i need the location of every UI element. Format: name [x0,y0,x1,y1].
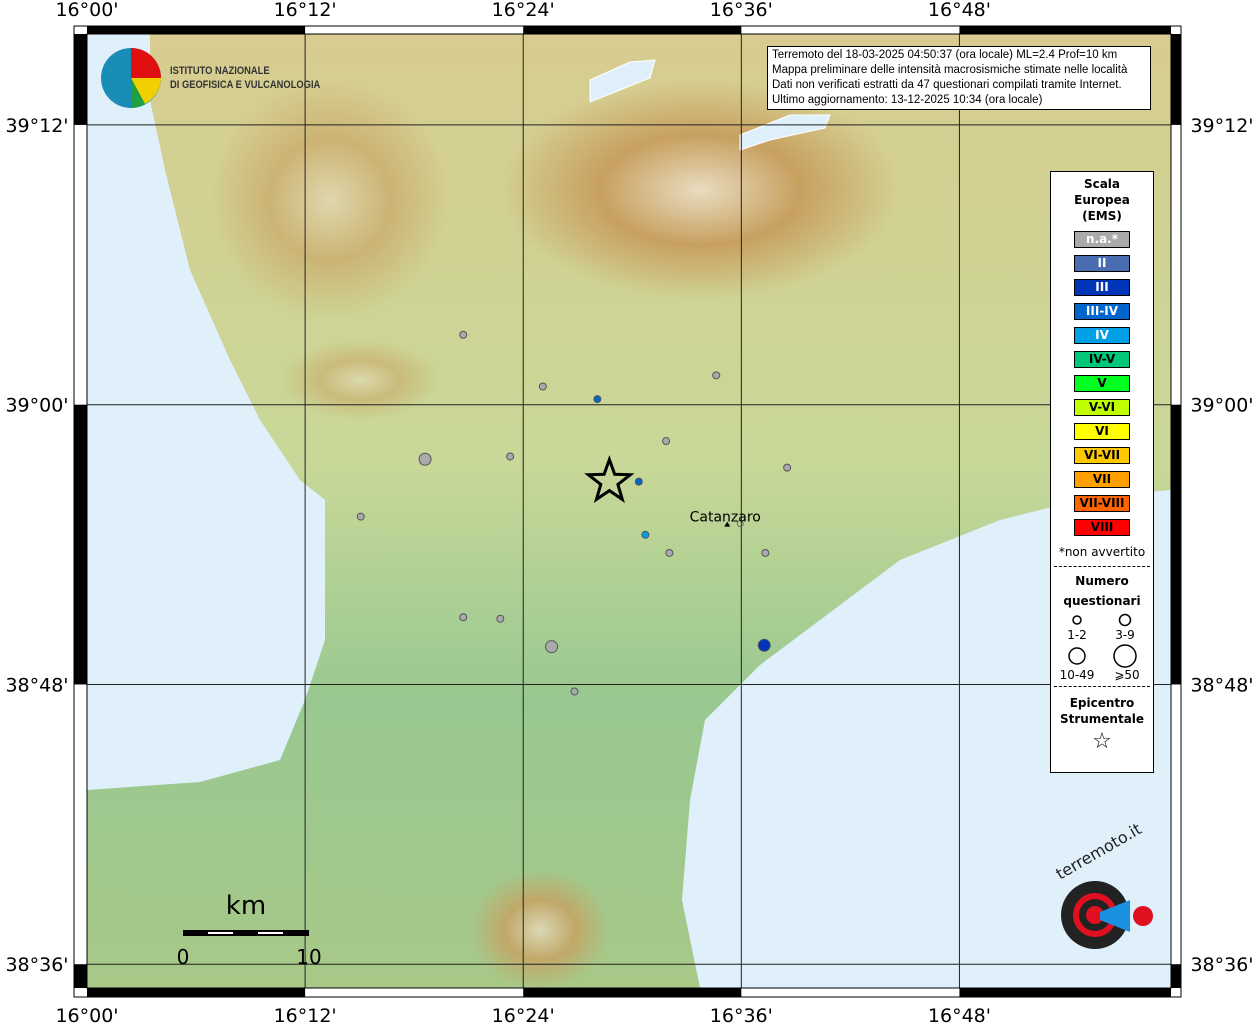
scale-label-10: 10 [296,945,321,969]
intensity-point[interactable] [783,463,792,472]
star-icon: ☆ [1092,729,1112,754]
hills [280,340,440,420]
lat-label: 38°48' [1190,674,1253,696]
intensity-points: Catanzaro [356,330,792,696]
lon-label: 16°24' [492,1005,555,1024]
scale-label-0: 0 [177,945,190,969]
intensity-point[interactable] [712,371,721,380]
ingv-logo-text: ISTITUTO NAZIONALE DI GEOFISICA E VULCANO… [170,64,320,92]
count-50plus: ⩾50 [1114,668,1139,681]
ingv-logo-globe [101,48,161,108]
count-10-49: 10-49 [1060,668,1095,681]
intensity-swatch: IV [1074,327,1130,344]
divider [1054,686,1150,687]
data-note: Dati non verificati estratti da 47 quest… [772,79,1122,91]
intensity-swatch: VII-VIII [1074,495,1130,512]
count-symbols: 1-2 3-9 10-49 ⩾50 [1060,613,1140,682]
intensity-scale: n.a.* II III III-IV IV IV-V V V-VI VI VI-VII VII VI… [1051,231,1153,536]
intensity-point[interactable] [570,687,579,696]
lt: Epicentro [1069,696,1135,710]
intensity-swatch: VI [1074,423,1130,440]
lon-label: 16°36' [710,1005,773,1024]
axis-labels: 16°00' 16°00' 16°12' 16°12' 16°24' 16°24' 16°3… [5,0,1253,1024]
lat-label: 38°48' [5,674,68,696]
lat-label: 38°36' [5,954,68,976]
intensity-point[interactable] [538,382,547,391]
intensity-point[interactable] [665,548,674,557]
lon-label: 16°12' [274,1005,337,1024]
city-label: Catanzaro [690,510,761,526]
intensity-point[interactable] [459,330,468,339]
intensity-swatch: II [1074,255,1130,272]
lon-label: 16°48' [928,1005,991,1024]
divider [1054,566,1150,567]
lon-label: 16°00' [55,1005,118,1024]
lon-label: 16°36' [710,0,773,21]
lat-label: 39°12' [5,115,68,137]
intensity-swatch: III-IV [1074,303,1130,320]
ingv-line: DI GEOFISICA E VULCANOLOGIA [170,79,321,91]
lake-arvo [739,114,831,151]
intensity-swatch: V-VI [1074,399,1130,416]
intensity-swatch: VII [1074,471,1130,488]
intensity-point[interactable] [459,613,468,622]
ingv-line: ISTITUTO NAZIONALE [170,65,270,77]
not-felt-note: *non avvertito [1058,545,1146,559]
intensity-swatch: V [1074,375,1130,392]
lt: Strumentale [1059,712,1145,726]
lt: Scala [1083,177,1121,191]
intensity-swatch: IV-V [1074,351,1130,368]
lon-label: 16°24' [492,0,555,21]
city-marker [736,520,744,528]
map-description: Mappa preliminare delle intensità macros… [772,64,1128,76]
lat-label: 39°12' [1190,115,1253,137]
last-update: Ultimo aggiornamento: 13-12-2025 10:34 (… [772,94,1043,106]
map-frame [73,25,1182,998]
intensity-point[interactable] [662,437,671,446]
sila-mountains [500,80,900,300]
scale-unit: km [226,891,266,921]
count-title: Numero questionari [1051,571,1153,611]
intensity-point[interactable] [593,395,602,404]
intensity-point[interactable] [356,512,365,521]
lake-cecita [589,59,656,103]
lon-label: 16°12' [274,0,337,21]
event-info-box: Terremoto del 18-03-2025 04:50:37 (ora l… [767,46,1151,110]
lt: Numero [1075,574,1129,588]
lat-label: 39°00' [1190,395,1253,417]
count-3-9: 3-9 [1115,628,1135,642]
legend: Scala Europea (EMS) n.a.* II III III-IV IV IV-V… [1050,171,1154,773]
mountains-west [210,80,450,320]
lon-label: 16°48' [928,0,991,21]
lt: Europea [1074,193,1130,207]
lon-label: 16°00' [55,0,118,21]
intensity-point[interactable] [757,638,771,652]
intensity-point[interactable] [761,548,770,557]
graticule [86,34,1171,988]
city-triangle-icon [724,521,731,527]
lt: (EMS) [1082,209,1122,223]
intensity-swatch: n.a.* [1074,231,1130,248]
intensity-point[interactable] [418,452,432,466]
intensity-point[interactable] [506,452,515,461]
intensity-point[interactable] [545,640,559,654]
serre-mountains [470,870,610,990]
intensity-point[interactable] [634,477,643,486]
epicenter-star-icon [584,455,635,504]
intensity-point[interactable] [496,614,505,623]
lt: questionari [1063,594,1141,608]
lat-label: 39°00' [5,395,68,417]
scale-bar: km 0 10 [177,891,322,969]
count-1-2: 1-2 [1067,628,1087,642]
intensity-swatch: III [1074,279,1130,296]
intensity-swatch: VI-VII [1074,447,1130,464]
intensity-point[interactable] [641,530,650,539]
epicenter-title: Epicentro Strumentale [1051,695,1153,727]
intensity-swatch: VIII [1074,519,1130,536]
lat-label: 38°36' [1190,954,1253,976]
legend-title: Scala Europea (EMS) [1051,176,1153,224]
event-title: Terremoto del 18-03-2025 04:50:37 (ora l… [772,49,1118,61]
